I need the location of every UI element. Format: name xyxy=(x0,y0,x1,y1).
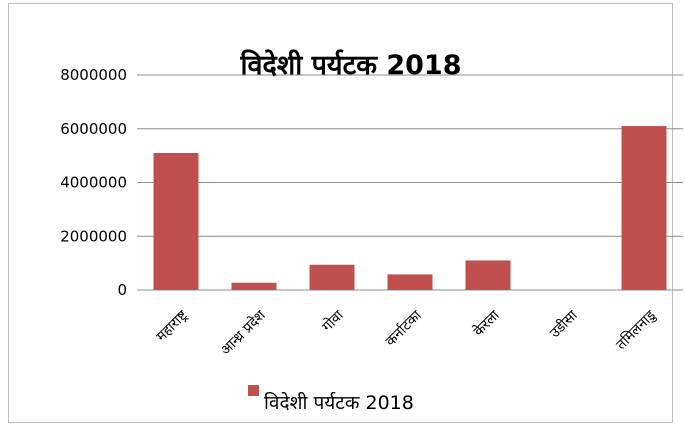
gridlines xyxy=(137,74,683,291)
y-axis-ticks: 0 2000000 4000000 6000000 8000000 xyxy=(60,66,127,299)
bar xyxy=(231,282,277,290)
y-tick-label: 4000000 xyxy=(60,174,127,192)
legend: विदेशी पर्यटक 2018 xyxy=(248,385,414,414)
bar xyxy=(387,274,433,290)
x-category-label: आन्ध्र प्रदेश xyxy=(217,306,269,358)
x-category-label: केरला xyxy=(470,307,503,340)
bar xyxy=(465,260,511,290)
x-category-label: उडीसा xyxy=(546,307,581,342)
y-tick-label: 2000000 xyxy=(60,227,127,245)
bar xyxy=(309,264,355,290)
bar xyxy=(621,126,667,290)
legend-swatch xyxy=(248,385,259,396)
bar xyxy=(153,152,199,290)
chart-frame xyxy=(8,3,673,423)
x-category-label: तमिलनाडु xyxy=(613,306,660,353)
y-tick-label: 8000000 xyxy=(60,66,127,84)
chart-title: विदेशी पर्यटक 2018 xyxy=(240,49,462,81)
bars xyxy=(153,126,667,290)
y-tick-label: 6000000 xyxy=(60,120,127,138)
x-category-label: कर्नाटका xyxy=(382,307,425,350)
x-category-label: गोवा xyxy=(319,307,347,335)
x-category-label: महाराष्ट्र xyxy=(153,307,191,345)
legend-label: विदेशी पर्यटक 2018 xyxy=(264,391,414,414)
x-axis-categories: महाराष्ट्र आन्ध्र प्रदेश गोवा कर्नाटका केरला… xyxy=(153,306,659,358)
y-tick-label: 0 xyxy=(117,281,127,299)
